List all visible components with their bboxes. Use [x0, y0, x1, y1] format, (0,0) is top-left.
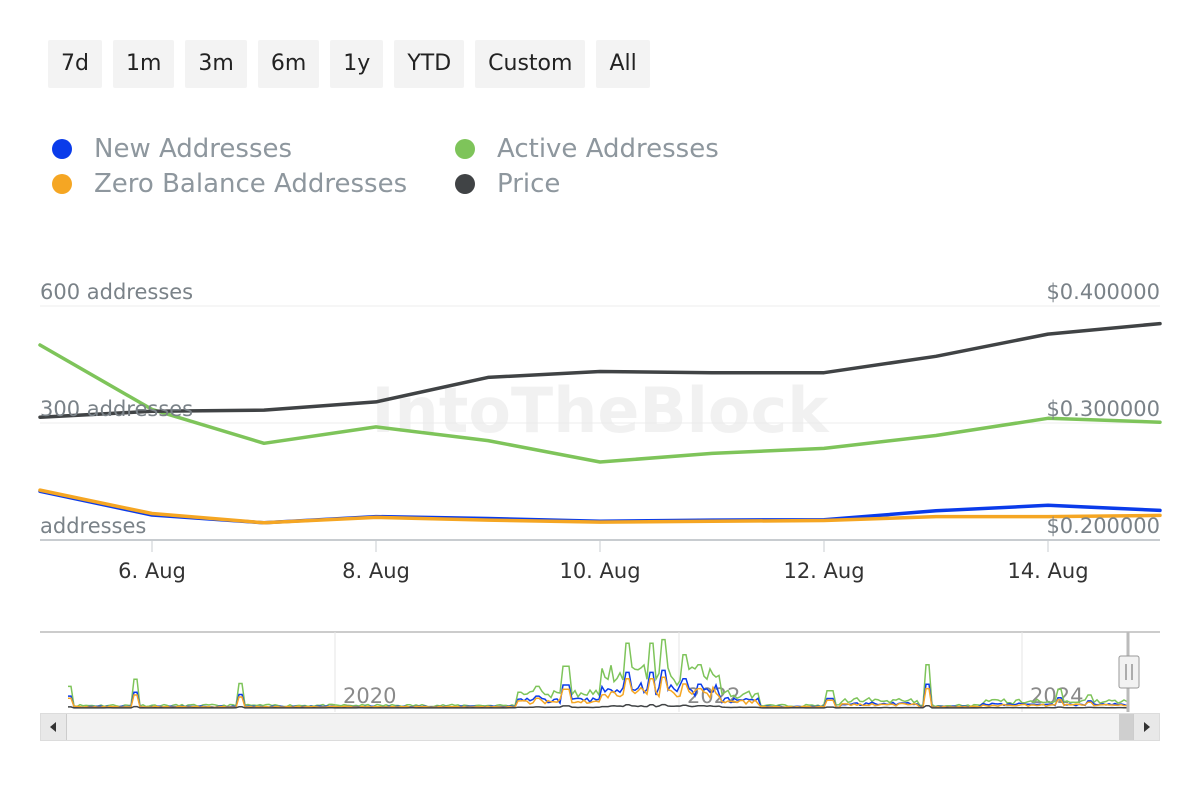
- legend-label: Price: [497, 169, 561, 199]
- range-button-ytd[interactable]: YTD: [394, 40, 465, 88]
- legend-item-zero-balance-addresses[interactable]: Zero Balance Addresses: [52, 167, 407, 201]
- x-tick-label: 14. Aug: [1007, 559, 1088, 583]
- y-right-tick-label: $0.200000: [1046, 514, 1160, 538]
- y-right-tick-label: $0.300000: [1046, 397, 1160, 421]
- scroll-left-arrow-icon[interactable]: [41, 714, 67, 740]
- axes: addresses 300 addresses 600 addresses $0.20…: [40, 280, 1160, 583]
- y-left-tick-label: addresses: [40, 514, 146, 538]
- scroll-right-arrow-icon[interactable]: [1133, 714, 1159, 740]
- scrollbar-thumb[interactable]: [1119, 714, 1133, 740]
- legend-label: New Addresses: [94, 134, 293, 164]
- legend-marker: [52, 139, 72, 159]
- y-left-tick-label: 600 addresses: [40, 280, 193, 304]
- overview-line-zero-balance: [68, 676, 1127, 709]
- range-button-1y[interactable]: 1y: [330, 40, 384, 88]
- range-button-6m[interactable]: 6m: [257, 40, 320, 88]
- range-button-all[interactable]: All: [596, 40, 650, 88]
- navigator-scrollbar[interactable]: [40, 713, 1160, 741]
- range-button-7d[interactable]: 7d: [48, 40, 102, 88]
- legend-label: Active Addresses: [497, 134, 719, 164]
- y-left-tick-label: 300 addresses: [40, 397, 193, 421]
- time-range-selector: 7d 1m 3m 6m 1y YTD Custom All: [48, 40, 650, 88]
- chart-legend: New Addresses Active Addresses Zero Bala…: [52, 132, 772, 208]
- navigator-handle-box[interactable]: [1118, 655, 1140, 689]
- range-button-1m[interactable]: 1m: [112, 40, 175, 88]
- legend-item-active-addresses[interactable]: Active Addresses: [455, 132, 719, 166]
- navigator[interactable]: 2020 2022 2024: [40, 631, 1160, 712]
- overview-line-active: [68, 638, 1128, 708]
- plot-area: [38, 321, 1162, 525]
- y-right-tick-label: $0.400000: [1046, 280, 1160, 304]
- navigator-year-label: 2020: [343, 684, 396, 708]
- legend-label: Zero Balance Addresses: [94, 169, 408, 199]
- series-line-zero-balance-addresses[interactable]: [38, 488, 1162, 525]
- x-tick-label: 10. Aug: [559, 559, 640, 583]
- gridlines: [40, 305, 1160, 541]
- x-tick-label: 12. Aug: [783, 559, 864, 583]
- x-tick-label: 8. Aug: [342, 559, 410, 583]
- range-button-custom[interactable]: Custom: [475, 40, 586, 88]
- overview-line-price: [68, 703, 1127, 709]
- series-line-active-addresses[interactable]: [38, 343, 1162, 464]
- legend-marker: [455, 139, 475, 159]
- legend-marker: [455, 174, 475, 194]
- range-button-3m[interactable]: 3m: [185, 40, 247, 88]
- legend-item-new-addresses[interactable]: New Addresses: [52, 132, 292, 166]
- series-line-price[interactable]: [38, 321, 1162, 419]
- x-tick-label: 6. Aug: [118, 559, 186, 583]
- navigator-handle[interactable]: [1118, 655, 1140, 689]
- legend-item-price[interactable]: Price: [455, 167, 560, 201]
- legend-marker: [52, 174, 72, 194]
